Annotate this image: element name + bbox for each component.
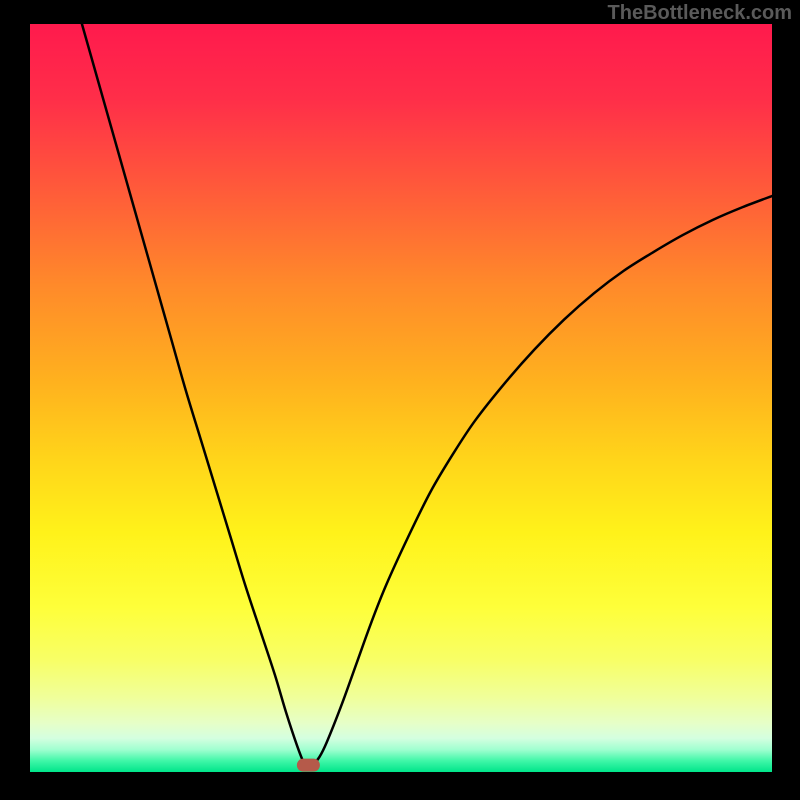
- watermark-text: TheBottleneck.com: [608, 2, 792, 25]
- plot-area: [30, 24, 772, 772]
- gradient-background: [30, 24, 772, 772]
- chart-container: TheBottleneck.com: [0, 0, 800, 800]
- optimal-point-marker: [297, 759, 319, 772]
